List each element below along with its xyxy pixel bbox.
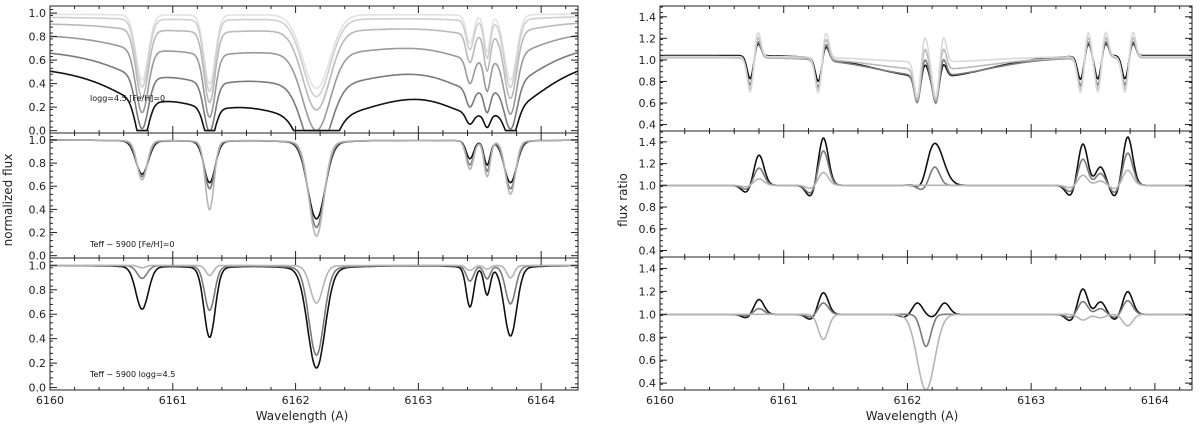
series-line (660, 31, 1192, 100)
ytick-label: 0.2 (29, 227, 47, 240)
series-group (50, 139, 578, 238)
ytick-label: 0.2 (29, 101, 47, 114)
panel-annotation: Teff ~ 5900 [Fe/H]=0 (89, 240, 174, 249)
series-group (50, 264, 578, 369)
left-xlabel: Wavelength (A) (256, 409, 349, 423)
series-line (50, 22, 578, 111)
xtick-label: 6162 (893, 394, 921, 407)
ytick-label: 0.6 (29, 54, 47, 67)
ytick-label: 0.0 (29, 250, 47, 263)
ytick-label: 1.2 (639, 158, 657, 171)
ytick-label: 0.8 (639, 201, 657, 214)
ytick-label: 1.0 (29, 134, 47, 147)
series-line (50, 264, 578, 304)
xtick-label: 6161 (159, 394, 187, 407)
panel-R1: 0.4 0.6 0.8 1.0 1.2 1.4 (639, 5, 1193, 132)
ytick-label: 0.8 (29, 31, 47, 44)
left-panels: normalized flux Wavelength (A) (1, 154, 348, 423)
xtick-label: 6161 (770, 394, 798, 407)
ytick-label: 0.6 (639, 354, 657, 367)
right-ylabel: flux ratio (616, 173, 630, 227)
ytick-label: 0.8 (29, 157, 47, 170)
ytick-label: 0.4 (29, 78, 47, 91)
series-group (50, 13, 578, 132)
xtick-label: 6160 (646, 394, 674, 407)
ytick-label: 1.0 (639, 308, 657, 321)
ytick-label: 1.0 (639, 54, 657, 67)
left-ylabel: normalized flux (1, 154, 15, 247)
xtick-label: 6160 (36, 394, 64, 407)
panel-L3: 0.0 0.2 0.4 0.6 0.8 1.0 6160 6161 6162 6163 6164 Te… (29, 257, 579, 407)
series-line (660, 136, 1192, 197)
ytick-label: 0.0 (29, 382, 47, 395)
plot-frame (659, 256, 1193, 391)
xtick-label: 6162 (282, 394, 310, 407)
plot-frame (659, 5, 1193, 132)
xtick-label: 6164 (527, 394, 555, 407)
series-line (660, 36, 1192, 103)
panel-L1: 0.0 0.2 0.4 0.6 0.8 1.0 logg=4.5 [Fe/H]=0 (29, 5, 579, 138)
series-group (660, 31, 1192, 105)
series-line (50, 34, 578, 132)
panel-R2: 0.4 0.6 0.8 1.0 1.2 1.4 (639, 130, 1193, 258)
xtick-label: 6163 (1017, 394, 1045, 407)
right-xlabel: Wavelength (A) (866, 409, 959, 423)
series-line (50, 264, 578, 369)
xtick-label: 6164 (1141, 394, 1169, 407)
ytick-label: 1.2 (639, 32, 657, 45)
series-line (50, 139, 578, 220)
right-panels: flux ratio Wavelength (A) (616, 173, 958, 423)
ytick-label: 1.0 (29, 259, 47, 272)
panel-annotation: Teff ~ 5900 logg=4.5 (89, 370, 175, 379)
ytick-label: 1.4 (639, 136, 657, 149)
panel-R3: 0.4 0.6 0.8 1.0 1.2 1.4 6160 6161 6162 6163 6164 (639, 256, 1193, 407)
ytick-label: 0.6 (639, 97, 657, 110)
panel-annotation: logg=4.5 [Fe/H]=0 (90, 94, 165, 103)
series-group (660, 136, 1192, 197)
series-line (50, 51, 578, 132)
ytick-label: 1.4 (639, 11, 657, 24)
series-line (660, 169, 1192, 190)
ytick-label: 0.6 (639, 223, 657, 236)
ytick-label: 0.2 (29, 357, 47, 370)
ytick-label: 0.4 (29, 203, 47, 216)
ytick-label: 0.6 (29, 180, 47, 193)
series-line (660, 299, 1192, 348)
series-group (660, 288, 1192, 390)
ytick-label: 0.4 (639, 119, 657, 132)
ytick-label: 0.8 (29, 284, 47, 297)
xtick-label: 6163 (404, 394, 432, 407)
panel-L2: 0.0 0.2 0.4 0.6 0.8 1.0 Teff ~ 5900 [Fe/H]=0 (29, 132, 579, 263)
series-line (660, 288, 1192, 322)
ytick-label: 0.0 (29, 125, 47, 138)
ytick-label: 0.4 (29, 333, 47, 346)
series-line (50, 13, 578, 90)
ytick-label: 0.4 (639, 377, 657, 390)
series-line (50, 139, 578, 238)
ytick-label: 1.4 (639, 262, 657, 275)
series-line (50, 16, 578, 98)
series-line (50, 264, 578, 357)
ytick-label: 1.0 (639, 179, 657, 192)
ytick-label: 0.8 (639, 75, 657, 88)
series-line (50, 70, 578, 132)
series-line (660, 313, 1192, 390)
plot-frame (49, 257, 579, 391)
ytick-label: 0.6 (29, 308, 47, 321)
ytick-label: 0.4 (639, 244, 657, 257)
ytick-label: 1.0 (29, 7, 47, 20)
ytick-label: 1.2 (639, 285, 657, 298)
ytick-label: 0.8 (639, 331, 657, 344)
